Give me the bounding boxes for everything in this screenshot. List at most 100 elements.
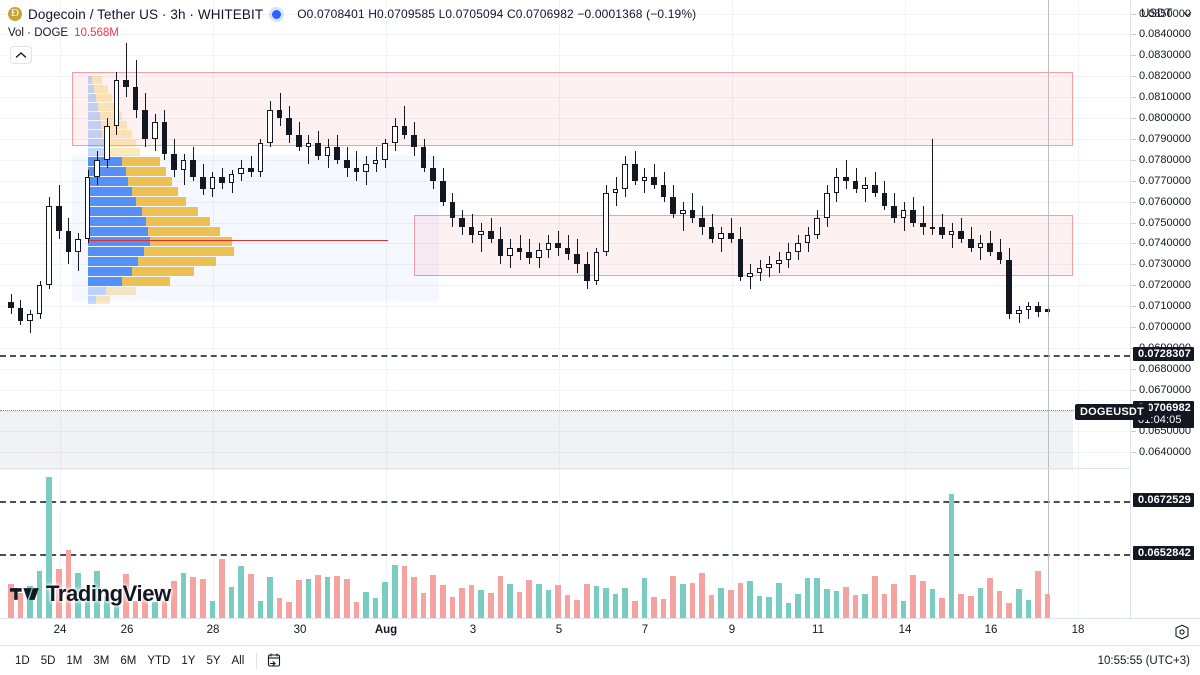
supply-zone-lower[interactable] [414, 215, 1073, 276]
price-tick-label: 0.0770000 [1139, 175, 1191, 187]
time-axis[interactable]: 24 26 28 30 Aug 3 5 7 9 11 14 16 18 [0, 618, 1200, 644]
volume-profile-bar-above [88, 130, 102, 138]
volume-bar-up [267, 577, 273, 618]
candle-body-down [872, 184, 878, 194]
volume-profile-bar-below [132, 267, 194, 276]
candle-body-up [305, 143, 312, 148]
price-axis-tick: 0.0800000 [1131, 111, 1200, 125]
range-button-ytd[interactable]: YTD [147, 654, 171, 667]
support-level-1-line[interactable] [0, 501, 1130, 503]
chart-settings-button[interactable] [1174, 624, 1190, 640]
volume-bar-down [248, 574, 254, 618]
ticker-tag[interactable]: DOGEUSDT [1075, 404, 1149, 420]
candle-wick [721, 226, 723, 252]
range-button-6m[interactable]: 6M [120, 654, 137, 667]
candle-body-down [190, 159, 196, 177]
volume-profile-bar-above [88, 177, 128, 186]
range-button-5y[interactable]: 5Y [206, 654, 221, 667]
volume-bar-down [920, 580, 926, 618]
go-to-date-button[interactable] [265, 652, 283, 670]
volume-label[interactable]: Vol · DOGE [8, 27, 69, 39]
volume-bar-down [891, 583, 897, 618]
price-tick-label: 0.0710000 [1139, 300, 1191, 312]
volume-profile-bar-above [88, 103, 98, 111]
range-button-1m[interactable]: 1M [66, 654, 83, 667]
candle-body-up [785, 251, 792, 261]
volume-bar-up [603, 588, 609, 618]
range-button-1d[interactable]: 1D [15, 654, 30, 667]
candle-body-down [728, 232, 734, 240]
volume-bar-down [420, 593, 427, 618]
candle-body-down [996, 251, 1003, 261]
candle-body-up [257, 143, 264, 173]
volume-bar-up [929, 588, 936, 618]
volume-bar-up [257, 600, 264, 618]
support-1-price-badge[interactable]: 0.0672529 [1133, 493, 1194, 507]
time-axis-tick: 18 [1071, 624, 1085, 636]
volume-bar-down [132, 601, 139, 618]
resistance-price-badge[interactable]: 0.0728307 [1133, 347, 1194, 361]
candle-body-up [833, 176, 840, 194]
range-button-5d[interactable]: 5D [40, 654, 56, 667]
candle-body-up [824, 193, 830, 219]
time-axis-tick: 5 [555, 624, 563, 636]
candle-body-up [612, 189, 619, 194]
support-level-2-line[interactable] [0, 554, 1130, 556]
candle-body-down [632, 164, 638, 181]
volume-profile-bar-below [142, 207, 198, 216]
candle-body-up [747, 272, 753, 277]
volume-bar-down [449, 596, 456, 618]
chart-cursor-line [1047, 0, 1049, 618]
candle-body-down [584, 264, 590, 281]
range-button-3m[interactable]: 3M [93, 654, 110, 667]
demand-zone-current[interactable] [0, 410, 1073, 470]
volume-profile-bar-below [104, 139, 136, 147]
price-axis-tick: 0.0790000 [1131, 132, 1200, 146]
candle-body-up [641, 176, 648, 181]
price-tick-dash [1131, 118, 1136, 119]
volume-bar-up [180, 573, 187, 618]
volume-profile-bar-above [88, 187, 132, 196]
symbol-title[interactable]: Dogecoin / Tether US · 3h · WHITEBIT [28, 6, 264, 22]
supply-zone-upper[interactable] [72, 72, 1073, 146]
volume-bar-down [401, 566, 408, 618]
volume-profile-bar-above [88, 167, 126, 176]
grid-line-horizontal [0, 431, 1130, 432]
grid-line-horizontal [0, 285, 1130, 286]
resistance-level-line[interactable] [0, 355, 1130, 357]
grid-line-horizontal [0, 202, 1130, 203]
range-button-all[interactable]: All [231, 654, 245, 667]
price-axis[interactable]: 0.0850000 0.0840000 0.0830000 0.0820000 0.08… [1130, 0, 1200, 618]
volume-profile-bar-above [88, 257, 138, 266]
clock-label: 10:55:55 (UTC+3) [1097, 654, 1190, 667]
chart-canvas[interactable] [0, 0, 1130, 618]
pane-separator [0, 468, 1130, 469]
candle-wick [567, 235, 569, 261]
grid-line-horizontal [0, 34, 1130, 35]
price-tick-dash [1131, 76, 1136, 77]
volume-bar-down [200, 579, 206, 618]
grid-line-horizontal [0, 139, 1130, 140]
price-axis-tick: 0.0650000 [1131, 424, 1200, 438]
candle-body-down [200, 176, 206, 190]
candle-body-down [344, 159, 350, 169]
range-buttons: 1D 5D 1M 3M 6M YTD 1Y 5Y All [10, 653, 250, 669]
currency-selector[interactable]: USDT [1136, 5, 1196, 23]
volume-bar-down [651, 596, 657, 618]
support-2-price-badge[interactable]: 0.0652842 [1133, 546, 1194, 560]
current-price-badge-value: 0.0706982 [1138, 402, 1191, 414]
price-tick-label: 0.0640000 [1139, 446, 1191, 458]
candle-body-up [392, 126, 398, 144]
collapse-legend-button[interactable] [10, 46, 32, 64]
volume-bar-down [555, 584, 561, 618]
volume-bar-down [315, 575, 321, 618]
candle-body-up [209, 176, 216, 190]
volume-bar-up [593, 586, 600, 618]
volume-bar-down [334, 575, 340, 618]
range-button-1y[interactable]: 1Y [181, 654, 196, 667]
price-tick-dash [1131, 34, 1136, 35]
volume-bar-up [363, 592, 369, 618]
price-axis-tick: 0.0750000 [1131, 216, 1200, 230]
volume-profile-bar-below [128, 177, 172, 186]
exchange-status-dot[interactable] [272, 9, 282, 19]
